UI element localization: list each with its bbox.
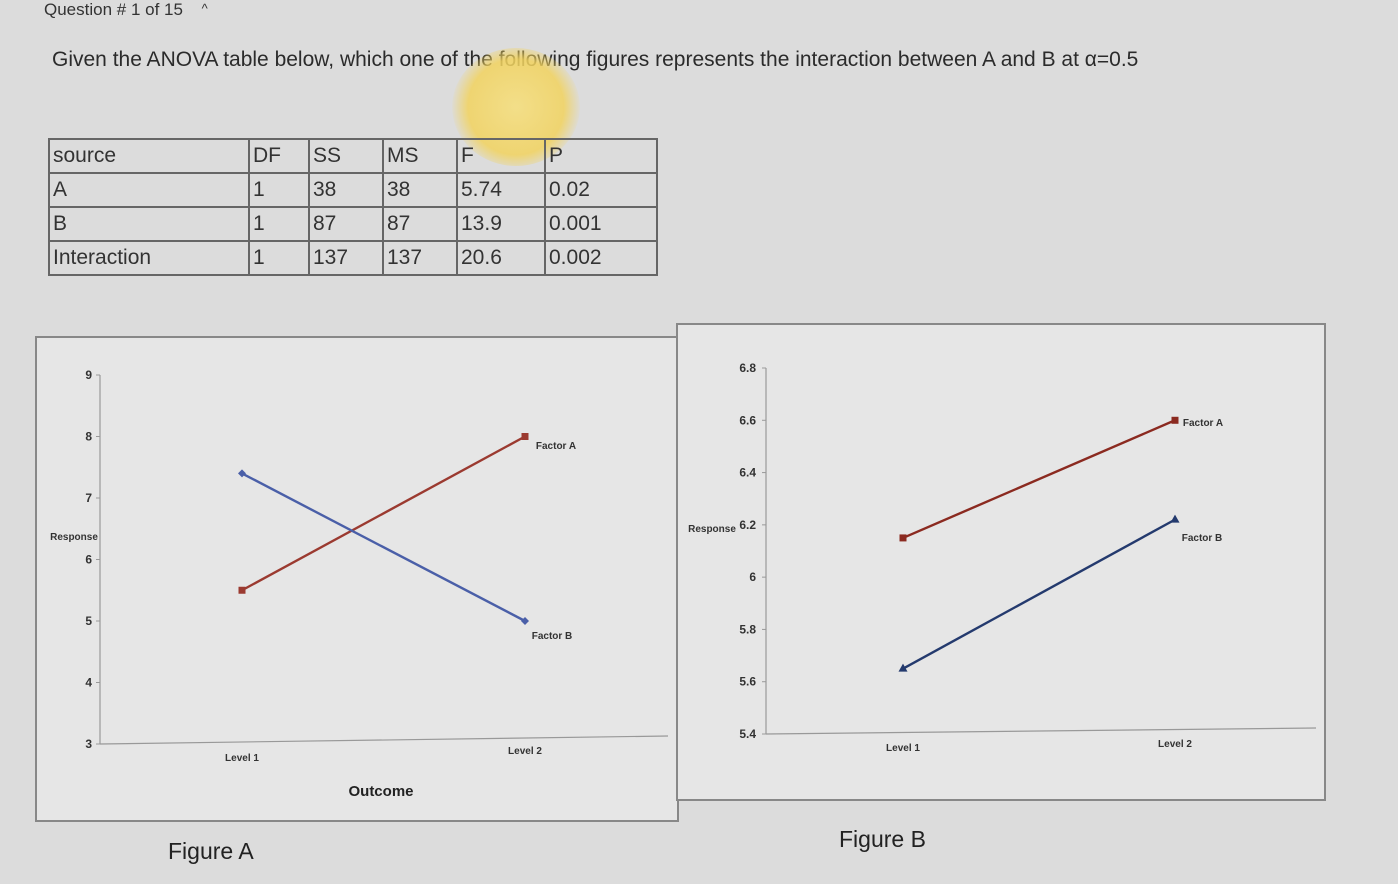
figure-a-y-tick-label: 5 (85, 614, 92, 628)
figure-a-y-tick-label: 7 (85, 491, 92, 505)
figure-a-data-point (521, 617, 529, 625)
anova-cell: 1 (248, 206, 310, 242)
anova-cell: 137 (382, 240, 458, 276)
figure-a-series-line (241, 472, 526, 623)
anova-cell: 1 (248, 172, 310, 208)
figure-a-data-point (238, 586, 246, 594)
anova-cell: 38 (308, 172, 384, 208)
figure-b-data-point (1171, 416, 1179, 424)
anova-header-cell: DF (248, 138, 310, 174)
anova-cell: 0.002 (544, 240, 658, 276)
anova-header-cell: SS (308, 138, 384, 174)
anova-header-cell: P (544, 138, 658, 174)
anova-header-cell: MS (382, 138, 458, 174)
anova-cell: 13.9 (456, 206, 546, 242)
figure-b-data-point (899, 534, 907, 542)
question-counter: Question # 1 of 15 (44, 0, 183, 19)
question-header[interactable]: Question # 1 of 15 ^ (44, 0, 208, 20)
figure-b-y-tick-label: 5.6 (739, 675, 756, 689)
figure-b-y-tick-label: 5.4 (739, 727, 756, 741)
figure-a-series-label: Factor B (532, 631, 573, 642)
figure-a-data-point (238, 469, 246, 478)
anova-cell: B (48, 206, 250, 242)
figure-b-series-label: Factor B (1182, 533, 1223, 544)
anova-row: B 1 87 87 13.9 0.001 (48, 206, 658, 242)
figure-a-y-tick-label: 8 (85, 430, 92, 444)
question-prompt: Given the ANOVA table below, which one o… (52, 48, 1139, 71)
figure-a-y-tick-label: 9 (85, 368, 92, 382)
anova-cell: 87 (382, 206, 458, 242)
figure-a-x-axis (99, 735, 669, 745)
figure-b-option[interactable] (676, 323, 1326, 801)
chevron-up-icon[interactable]: ^ (201, 1, 208, 16)
figure-b-data-point (898, 663, 908, 672)
figure-a-x-category-label: Level 1 (225, 753, 259, 764)
anova-cell: 5.74 (456, 172, 546, 208)
figure-b-x-axis (765, 727, 1317, 735)
anova-row: A 1 38 38 5.74 0.02 (48, 172, 658, 208)
figure-b-y-axis-label: Response (688, 524, 736, 535)
figure-a-y-axis-label: Response (50, 532, 98, 543)
figure-a-y-tick-label: 6 (85, 553, 92, 567)
anova-cell: Interaction (48, 240, 250, 276)
anova-header-cell: F (456, 138, 546, 174)
figure-a-label: Figure A (168, 838, 254, 864)
figure-a-y-tick-label: 3 (85, 737, 92, 751)
anova-cell: 1 (248, 240, 310, 276)
figure-a-option[interactable] (35, 336, 679, 822)
figure-b-label: Figure B (839, 826, 926, 852)
figure-b-series-label: Factor A (1183, 418, 1223, 429)
anova-cell: 38 (382, 172, 458, 208)
figure-a-y-tick-label: 4 (85, 676, 92, 690)
figure-a-series-label: Factor A (536, 441, 576, 452)
anova-row: Interaction 1 137 137 20.6 0.002 (48, 240, 658, 276)
anova-cell: 20.6 (456, 240, 546, 276)
figure-b-y-tick-label: 6.4 (739, 466, 756, 480)
figure-b-y-tick-label: 6.6 (739, 413, 756, 427)
figure-b-series-line (902, 518, 1176, 670)
anova-table: source DF SS MS F P A 1 38 38 5.74 0.02 … (48, 138, 658, 276)
anova-cell: 0.001 (544, 206, 658, 242)
figure-a-x-axis-label: Outcome (348, 783, 413, 800)
anova-cell: A (48, 172, 250, 208)
figure-b-series-line (902, 419, 1176, 540)
figure-b-y-tick-label: 6 (749, 570, 756, 584)
figure-b-y-tick-label: 5.8 (739, 622, 756, 636)
figure-b-y-tick-label: 6.2 (739, 518, 756, 532)
figure-b-data-point (1170, 514, 1180, 523)
anova-cell: 87 (308, 206, 384, 242)
anova-cell: 0.02 (544, 172, 658, 208)
anova-header-row: source DF SS MS F P (48, 138, 658, 174)
anova-header-cell: source (48, 138, 250, 174)
figure-b-x-category-label: Level 1 (886, 743, 920, 754)
figure-a-series-line (241, 435, 526, 592)
figure-a-data-point (521, 433, 529, 440)
figure-b-x-category-label: Level 2 (1158, 739, 1192, 750)
anova-cell: 137 (308, 240, 384, 276)
figure-a-x-category-label: Level 2 (508, 746, 542, 757)
figure-b-y-tick-label: 6.8 (739, 361, 756, 375)
